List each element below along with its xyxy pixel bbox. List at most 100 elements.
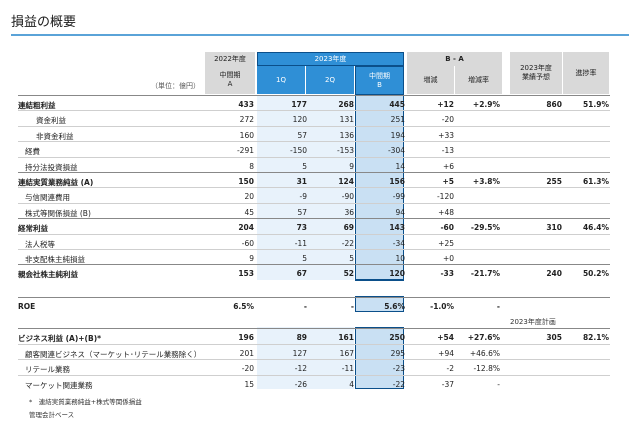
cell-b: -304 xyxy=(387,146,405,156)
cell-a: 160 xyxy=(239,130,254,140)
row-label: 連結粗利益 xyxy=(18,101,56,110)
cell-a: 272 xyxy=(239,115,254,125)
cell-forecast: 860 xyxy=(546,100,562,109)
cell-progress: 61.3% xyxy=(582,177,609,186)
cell-b: -22 xyxy=(392,379,405,389)
cell-increase: -20 xyxy=(441,115,454,125)
cell-a: 204 xyxy=(238,223,254,233)
cell-1q: -12 xyxy=(294,364,307,373)
cell-increase: +12 xyxy=(437,100,454,109)
cell-increase: +0 xyxy=(442,254,454,263)
cell-a: 150 xyxy=(238,177,254,186)
cell-2q: 5 xyxy=(349,254,354,263)
cell-a: -60 xyxy=(241,238,254,248)
cell-increase: -13 xyxy=(441,146,454,156)
header-fy2023: 2023年度 xyxy=(257,52,404,66)
cell-1q: 31 xyxy=(296,177,307,186)
row-label: 持分法投資損益 xyxy=(25,162,78,172)
cell-increase: -2 xyxy=(446,364,454,373)
table-row: 法人税等 -60 -11 -22 -34 +25 xyxy=(18,233,610,250)
row-label: ビジネス利益 (A)+(B)* xyxy=(18,334,102,343)
cell-increase-rate: - xyxy=(497,379,500,389)
cell-increase: -1.0% xyxy=(430,302,454,311)
cell-b: 445 xyxy=(389,100,405,109)
cell-increase-rate: +46.6% xyxy=(469,348,500,358)
header-fy2022: 2022年度 xyxy=(205,52,255,66)
cell-2q: 124 xyxy=(338,177,354,186)
unit-label: （単位：億円） xyxy=(151,82,200,90)
table-row: 経常利益 204 73 69 143 -60 -29.5% 310 46.4% xyxy=(18,218,610,234)
table-row: 顧客関連ビジネス（マーケット･リテール業務除く） 201 127 167 295 +94 +… xyxy=(18,343,610,360)
cell-b: 194 xyxy=(390,130,405,140)
cell-b: -99 xyxy=(392,192,405,202)
cell-2q: 69 xyxy=(343,223,354,233)
cell-progress: 46.4% xyxy=(582,223,609,233)
footnote-2: 管理会計ベース xyxy=(29,411,75,419)
cell-progress: 50.2% xyxy=(582,269,609,279)
cell-b: 120 xyxy=(389,269,405,279)
cell-a: 15 xyxy=(244,379,254,389)
cell-b: 14 xyxy=(395,161,405,171)
cell-increase: -33 xyxy=(440,269,454,279)
cell-1q: 5 xyxy=(302,161,307,171)
cell-increase: +94 xyxy=(438,348,454,358)
cell-increase-rate: -29.5% xyxy=(470,223,500,233)
row-label: ROE xyxy=(18,302,36,311)
cell-b: 5.6% xyxy=(384,302,405,311)
cell-a: 153 xyxy=(238,269,254,279)
table-row: 連結実質業務純益 (A) 150 31 124 156 +5 +3.8% 255 61.3% xyxy=(18,172,610,188)
cell-1q: -150 xyxy=(289,146,307,156)
table-row: 連結粗利益 433 177 268 445 +12 +2.9% 860 51.9% xyxy=(18,95,610,111)
cell-2q: -90 xyxy=(341,192,354,202)
footnote-1: * 連結実質業務純益+株式等関係損益 xyxy=(29,398,142,406)
table-row: リテール業務 -20 -12 -11 -23 -2 -12.8% xyxy=(18,359,610,375)
cell-1q: 57 xyxy=(297,207,307,217)
table-row: 与信関連費用 20 -9 -90 -99 -120 xyxy=(18,187,610,203)
cell-b: 143 xyxy=(389,223,405,233)
cell-increase: -60 xyxy=(440,223,454,233)
title-divider xyxy=(11,34,629,36)
cell-forecast: 310 xyxy=(546,223,562,233)
table-row: ビジネス利益 (A)+(B)* 196 89 161 250 +54 +27.6% 305 82… xyxy=(18,328,610,344)
cell-increase: +25 xyxy=(438,238,454,248)
header-forecast: 2023年度 業績予想 xyxy=(510,52,562,94)
cell-b: 94 xyxy=(395,207,405,217)
table-row: 持分法投資損益 8 5 9 14 +6 xyxy=(18,156,610,173)
cell-2q: 9 xyxy=(349,161,354,171)
row-label: 資金利益 xyxy=(36,116,66,126)
cell-1q: -26 xyxy=(294,379,307,389)
cell-increase-rate: -21.7% xyxy=(470,269,500,279)
table-row: 資金利益 272 120 131 251 -20 xyxy=(18,110,610,126)
page-title: 損益の概要 xyxy=(11,15,77,30)
cell-1q: 89 xyxy=(296,333,307,342)
table-row: 非資金利益 160 57 136 194 +33 xyxy=(18,125,610,142)
cell-forecast: 305 xyxy=(546,333,562,342)
row-label: 与信関連費用 xyxy=(25,193,70,203)
cell-1q: 120 xyxy=(292,115,307,125)
row-label: 非支配株主純損益 xyxy=(25,255,85,264)
cell-a: 45 xyxy=(244,207,254,217)
cell-a: -291 xyxy=(236,146,254,156)
row-label: 親会社株主純利益 xyxy=(18,270,78,280)
cell-2q: 4 xyxy=(349,379,354,389)
cell-1q: 73 xyxy=(296,223,307,233)
row-label: リテール業務 xyxy=(25,365,70,374)
table-row: マーケット関連業務 15 -26 4 -22 -37 - xyxy=(18,374,610,391)
header-interim-b: 中間期 B xyxy=(355,66,404,95)
cell-b: -34 xyxy=(392,238,405,248)
cell-2q: - xyxy=(350,302,354,311)
row-label: 経費 xyxy=(25,147,40,157)
table-row: 非支配株主純損益 9 5 5 10 +0 xyxy=(18,249,610,265)
cell-1q: 57 xyxy=(297,130,307,140)
cell-a: 433 xyxy=(238,100,254,109)
cell-1q: - xyxy=(303,302,307,311)
biz-b-shading xyxy=(355,327,404,389)
header-2q: 2Q xyxy=(306,66,354,94)
cell-increase: +48 xyxy=(438,207,454,217)
cell-2q: -11 xyxy=(341,364,354,373)
cell-1q: 67 xyxy=(296,269,307,279)
cell-increase-rate: - xyxy=(496,302,500,311)
header-increase-rate: 増減率 xyxy=(455,66,502,94)
plan-note: 2023年度計画 xyxy=(510,318,556,326)
cell-2q: 167 xyxy=(339,348,354,358)
